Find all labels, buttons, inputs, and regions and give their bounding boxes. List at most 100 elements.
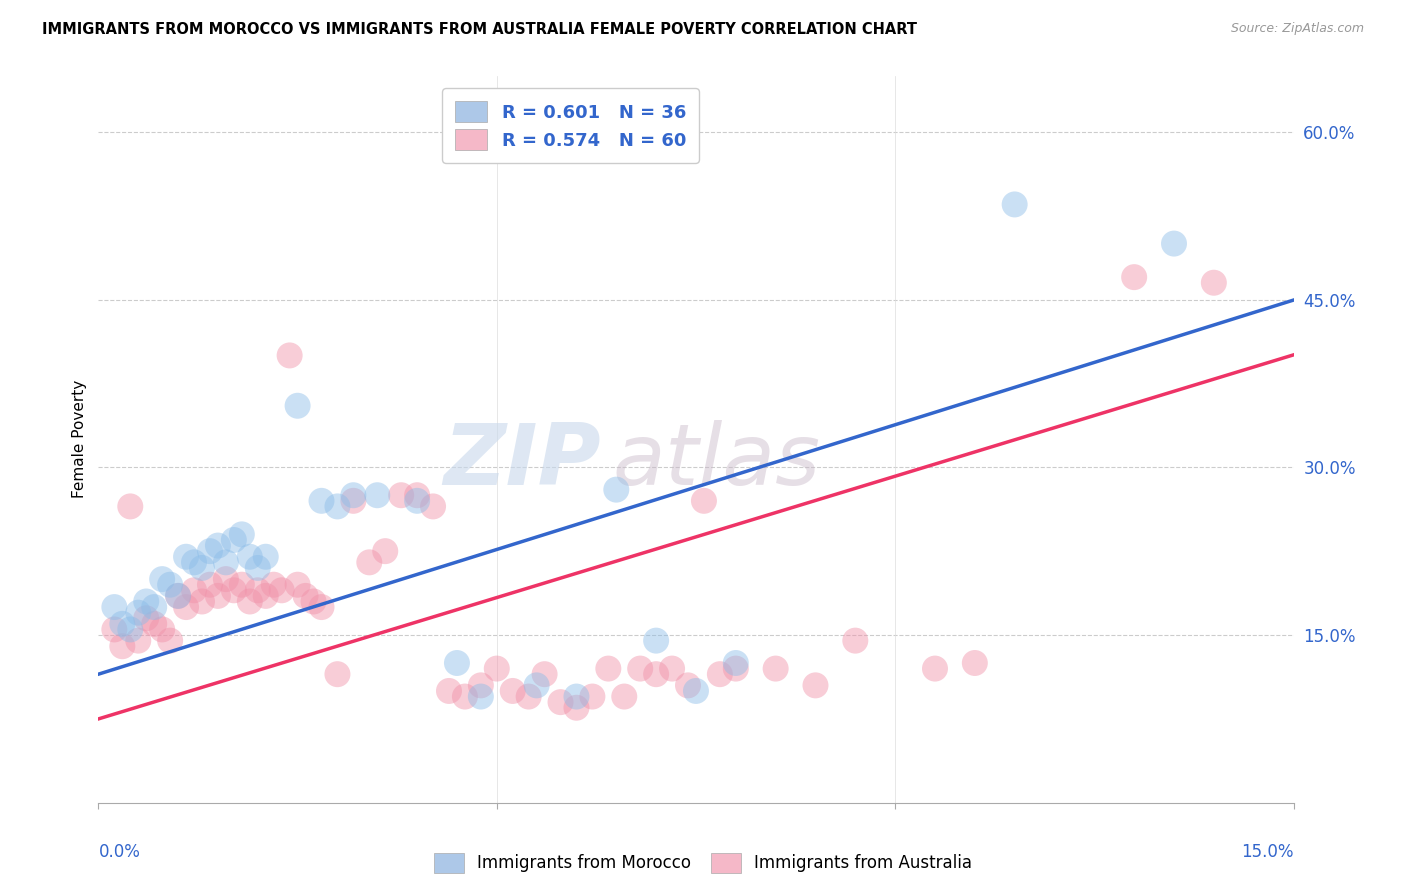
Point [724,662,747,676]
Point [191,561,214,575]
Point [446,656,468,670]
Point [533,667,555,681]
Point [342,488,364,502]
Point [222,583,245,598]
Point [263,578,285,592]
Point [374,544,396,558]
Point [454,690,477,704]
Point [231,578,253,592]
Point [565,700,588,714]
Point [215,555,238,569]
Point [191,594,214,608]
Point [605,483,627,497]
Point [159,633,181,648]
Point [174,600,197,615]
Point [724,656,747,670]
Point [111,639,134,653]
Point [294,589,316,603]
Point [676,678,699,692]
Point [685,684,707,698]
Point [167,589,190,603]
Text: 15.0%: 15.0% [1241,843,1294,861]
Point [198,544,221,558]
Point [111,616,134,631]
Text: Source: ZipAtlas.com: Source: ZipAtlas.com [1230,22,1364,36]
Point [254,589,277,603]
Point [150,623,173,637]
Point [311,493,333,508]
Point [963,656,986,670]
Point [127,606,149,620]
Point [183,583,205,598]
Point [183,555,205,569]
Point [526,678,548,692]
Point [103,600,125,615]
Point [159,578,181,592]
Point [254,549,277,564]
Text: IMMIGRANTS FROM MOROCCO VS IMMIGRANTS FROM AUSTRALIA FEMALE POVERTY CORRELATION : IMMIGRANTS FROM MOROCCO VS IMMIGRANTS FR… [42,22,917,37]
Point [406,488,429,502]
Point [302,594,325,608]
Point [287,578,309,592]
Point [143,616,166,631]
Point [517,690,540,704]
Y-axis label: Female Poverty: Female Poverty [72,380,87,499]
Point [311,600,333,615]
Point [693,493,716,508]
Point [287,399,309,413]
Point [103,623,125,637]
Point [1163,236,1185,251]
Point [135,594,157,608]
Point [326,667,349,681]
Point [389,488,412,502]
Point [207,539,229,553]
Text: ZIP: ZIP [443,419,600,502]
Point [628,662,651,676]
Point [709,667,731,681]
Point [804,678,827,692]
Point [246,561,269,575]
Point [1202,276,1225,290]
Point [470,678,492,692]
Point [598,662,620,676]
Point [120,623,142,637]
Point [765,662,787,676]
Point [342,493,364,508]
Point [661,662,683,676]
Text: 0.0%: 0.0% [98,843,141,861]
Point [167,589,190,603]
Legend: R = 0.601   N = 36, R = 0.574   N = 60: R = 0.601 N = 36, R = 0.574 N = 60 [441,88,699,162]
Point [222,533,245,547]
Point [406,493,429,508]
Legend: Immigrants from Morocco, Immigrants from Australia: Immigrants from Morocco, Immigrants from… [427,847,979,880]
Point [246,583,269,598]
Point [366,488,388,502]
Point [924,662,946,676]
Point [207,589,229,603]
Point [422,500,444,514]
Point [231,527,253,541]
Point [326,500,349,514]
Point [645,633,668,648]
Point [127,633,149,648]
Point [470,690,492,704]
Point [613,690,636,704]
Point [645,667,668,681]
Point [565,690,588,704]
Point [359,555,381,569]
Text: atlas: atlas [613,419,820,502]
Point [215,572,238,586]
Point [1004,197,1026,211]
Point [1123,270,1146,285]
Point [120,500,142,514]
Point [437,684,460,698]
Point [198,578,221,592]
Point [174,549,197,564]
Point [150,572,173,586]
Point [550,695,572,709]
Point [270,583,292,598]
Point [135,611,157,625]
Point [581,690,603,704]
Point [485,662,508,676]
Point [239,594,262,608]
